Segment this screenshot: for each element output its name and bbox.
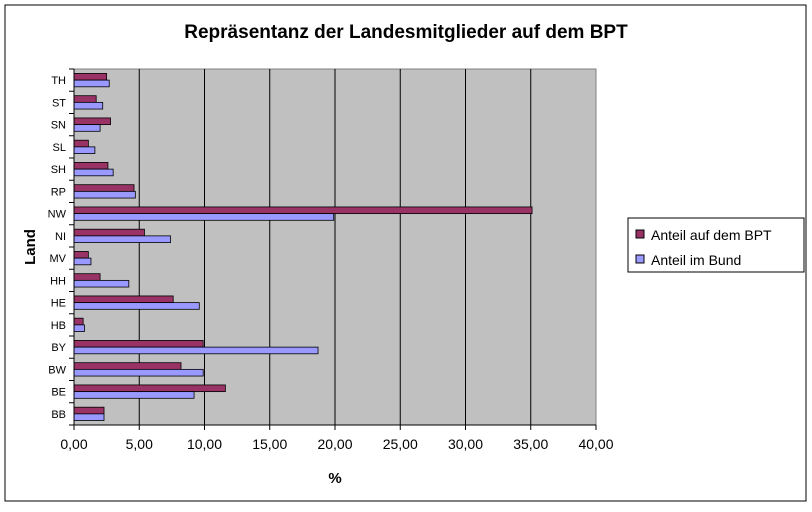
bar-anteil-bpt (73, 317, 84, 326)
x-axis-ticks: 0,00 5,00 10,00 15,00 20,00 25,00 30,00 35,00 40… (60, 425, 614, 452)
bar-anteil-bund (73, 79, 110, 88)
y-tick-label: ST (52, 97, 66, 109)
y-tick-label: BW (48, 364, 66, 376)
bar-anteil-bpt (73, 228, 145, 237)
y-tick-label: HB (51, 320, 66, 332)
bar-anteil-bund (73, 101, 104, 110)
bar-anteil-bund (73, 413, 105, 421)
y-tick-label: BY (51, 342, 66, 354)
bar-anteil-bund (73, 346, 319, 355)
x-tick-label: 40,00 (578, 436, 613, 452)
bar-anteil-bpt (73, 139, 89, 148)
x-tick-label: 10,00 (187, 436, 222, 452)
bar-anteil-bund (73, 235, 171, 243)
bar-anteil-bpt (73, 406, 105, 415)
x-tick-label: 20,00 (317, 436, 352, 452)
bar-anteil-bpt (73, 206, 533, 215)
bar-anteil-bund (73, 190, 136, 199)
y-tick-label: TH (51, 75, 66, 87)
legend-swatch-bund (635, 254, 645, 264)
x-tick-label: 30,00 (448, 436, 483, 452)
bar-anteil-bund (73, 302, 200, 310)
bar-anteil-bund (73, 391, 195, 399)
bar-anteil-bpt (73, 251, 89, 259)
x-tick-label: 15,00 (252, 436, 287, 452)
y-tick-label: MV (50, 253, 67, 265)
bar-anteil-bpt (73, 73, 108, 81)
x-axis-label: % (328, 470, 341, 487)
bar-anteil-bpt (73, 362, 182, 370)
x-tick-label: 25,00 (383, 436, 418, 452)
bar-anteil-bund (73, 279, 130, 288)
bar-anteil-bund (73, 213, 335, 221)
bar-anteil-bpt (73, 117, 111, 126)
y-tick-label: SH (51, 164, 66, 176)
legend: Anteil auf dem BPT Anteil im Bund (627, 217, 805, 273)
chart-title: Repräsentanz der Landesmitglieder auf de… (184, 22, 628, 43)
bar-anteil-bpt (73, 162, 109, 170)
y-tick-label: NI (55, 231, 66, 243)
y-tick-label: HE (51, 298, 66, 310)
legend-swatch-bpt (635, 229, 645, 239)
y-tick-label: SN (51, 120, 66, 132)
x-tick-label: 5,00 (126, 436, 153, 452)
y-tick-label: NW (48, 209, 67, 221)
legend-label-bund: Anteil im Bund (651, 252, 741, 268)
y-tick-label: SL (53, 142, 66, 154)
bar-anteil-bpt (73, 273, 101, 281)
gridlines (138, 69, 532, 425)
bar-anteil-bund (73, 368, 204, 377)
y-tick-label: BB (51, 409, 66, 421)
y-axis-ticks: BB BE BW BY HB HE HH MV NI NW RP SH SL SN ST TH (48, 68, 74, 426)
y-axis-label: Land (22, 229, 39, 265)
y-tick-label: BE (51, 387, 66, 399)
y-tick-label: RP (51, 186, 66, 198)
bar-anteil-bund (73, 324, 85, 332)
bar-anteil-bpt (73, 295, 174, 304)
x-tick-label: 0,00 (60, 436, 87, 452)
bar-anteil-bpt (73, 95, 97, 103)
bar-anteil-bund (73, 257, 92, 266)
y-tick-label: HH (50, 275, 66, 287)
x-tick-label: 35,00 (513, 436, 548, 452)
bar-anteil-bund (73, 146, 96, 154)
bar-anteil-bund (73, 124, 101, 132)
bar-anteil-bpt (73, 340, 204, 348)
legend-box (627, 217, 805, 273)
bar-anteil-bund (73, 168, 114, 177)
bar-anteil-bpt (73, 184, 135, 192)
legend-label-bpt: Anteil auf dem BPT (651, 227, 772, 243)
bar-anteil-bpt (73, 384, 226, 393)
